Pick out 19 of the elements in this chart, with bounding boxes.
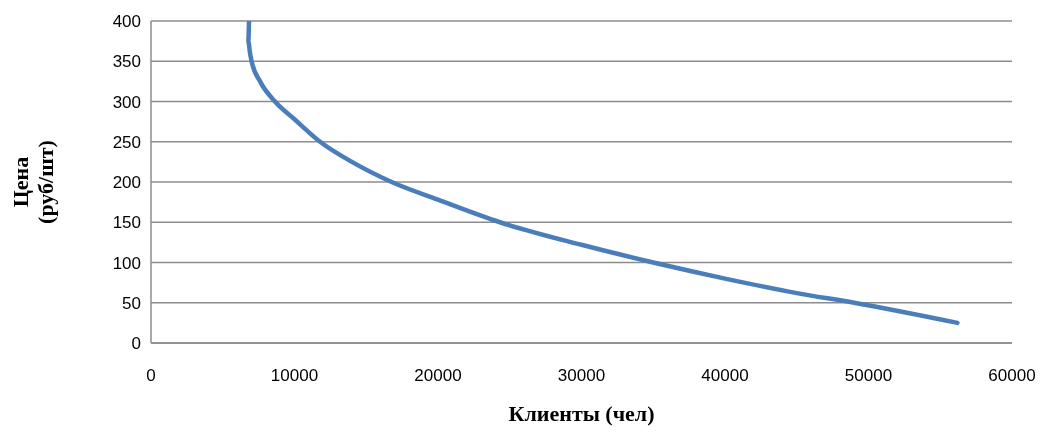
y-tick-label: 400 (112, 12, 141, 32)
x-tick-label: 40000 (701, 366, 749, 386)
line-series (246, 21, 960, 326)
y-tick-label: 100 (112, 253, 141, 273)
y-tick-label: 50 (122, 293, 141, 313)
x-tick-label: 60000 (988, 366, 1036, 386)
x-tick-label: 30000 (557, 366, 606, 386)
x-tick-label: 10000 (270, 366, 319, 386)
y-tick-label: 250 (112, 132, 141, 152)
x-axis-title: Клиенты (чел) (508, 401, 655, 426)
y-tick-label: 0 (131, 334, 141, 354)
y-tick-label: 200 (112, 173, 141, 193)
y-tick-label: 350 (112, 52, 141, 72)
x-tick-label: 20000 (414, 366, 462, 386)
y-axis-title: Цена (руб/шт) (8, 140, 58, 224)
x-tick-label: 0 (146, 366, 156, 386)
x-tick-label: 50000 (844, 366, 893, 386)
y-tick-label: 300 (112, 92, 141, 112)
y-tick-label: 150 (112, 213, 141, 233)
